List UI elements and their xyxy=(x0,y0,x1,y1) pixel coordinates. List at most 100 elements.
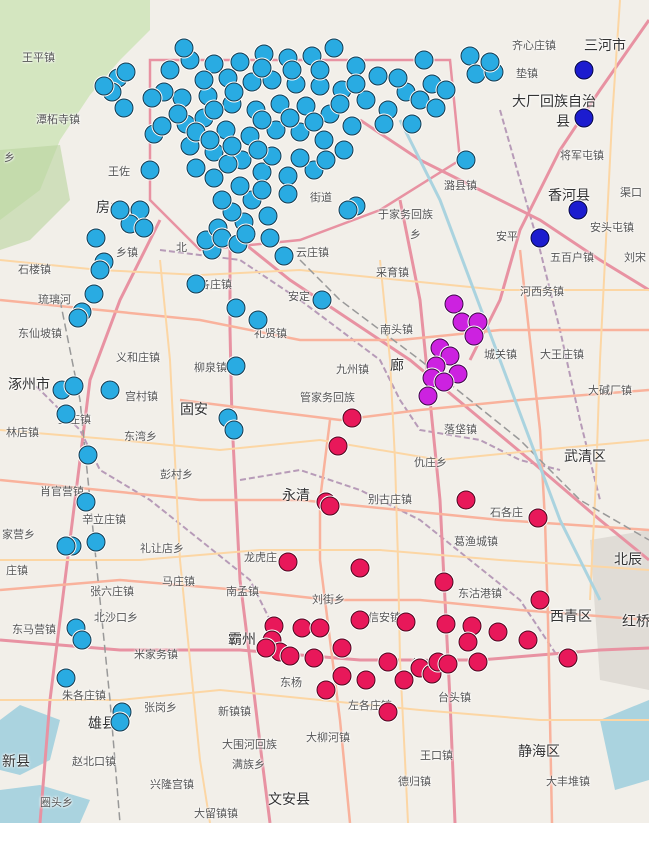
south-group-marker[interactable] xyxy=(350,610,370,630)
south-group-marker[interactable] xyxy=(530,590,550,610)
beijing-cluster-marker[interactable] xyxy=(200,130,220,150)
south-group-marker[interactable] xyxy=(528,508,548,528)
beijing-cluster-marker[interactable] xyxy=(110,712,130,732)
south-group-marker[interactable] xyxy=(438,654,458,674)
beijing-cluster-marker[interactable] xyxy=(78,445,98,465)
south-group-marker[interactable] xyxy=(458,632,478,652)
langfang-group-marker[interactable] xyxy=(440,346,460,366)
beijing-cluster-marker[interactable] xyxy=(278,184,298,204)
beijing-cluster-marker[interactable] xyxy=(368,66,388,86)
beijing-cluster-marker[interactable] xyxy=(224,82,244,102)
langfang-group-marker[interactable] xyxy=(418,386,438,406)
beijing-cluster-marker[interactable] xyxy=(410,90,430,110)
beijing-cluster-marker[interactable] xyxy=(174,38,194,58)
beijing-cluster-marker[interactable] xyxy=(346,56,366,76)
beijing-cluster-marker[interactable] xyxy=(290,148,310,168)
beijing-cluster-marker[interactable] xyxy=(334,140,354,160)
beijing-cluster-marker[interactable] xyxy=(242,72,262,92)
beijing-cluster-marker[interactable] xyxy=(86,228,106,248)
beijing-cluster-marker[interactable] xyxy=(280,108,300,128)
south-group-marker[interactable] xyxy=(278,552,298,572)
beijing-cluster-marker[interactable] xyxy=(56,668,76,688)
beijing-cluster-marker[interactable] xyxy=(414,50,434,70)
south-group-marker[interactable] xyxy=(558,648,578,668)
beijing-cluster-marker[interactable] xyxy=(266,120,286,140)
south-group-marker[interactable] xyxy=(320,496,340,516)
beijing-cluster-marker[interactable] xyxy=(258,206,278,226)
south-group-marker[interactable] xyxy=(436,614,456,634)
south-group-marker[interactable] xyxy=(316,680,336,700)
south-group-marker[interactable] xyxy=(488,622,508,642)
beijing-cluster-marker[interactable] xyxy=(230,176,250,196)
beijing-cluster-marker[interactable] xyxy=(248,140,268,160)
beijing-cluster-marker[interactable] xyxy=(270,94,290,114)
beijing-cluster-marker[interactable] xyxy=(56,404,76,424)
beijing-cluster-marker[interactable] xyxy=(252,58,272,78)
beijing-cluster-marker[interactable] xyxy=(260,228,280,248)
beijing-cluster-marker[interactable] xyxy=(90,260,110,280)
beijing-cluster-marker[interactable] xyxy=(56,536,76,556)
beijing-cluster-marker[interactable] xyxy=(296,96,316,116)
beijing-cluster-marker[interactable] xyxy=(226,356,246,376)
beijing-cluster-marker[interactable] xyxy=(356,90,376,110)
beijing-cluster-marker[interactable] xyxy=(114,98,134,118)
beijing-cluster-marker[interactable] xyxy=(64,376,84,396)
beijing-cluster-marker[interactable] xyxy=(160,60,180,80)
beijing-cluster-marker[interactable] xyxy=(304,112,324,132)
south-group-marker[interactable] xyxy=(396,612,416,632)
beijing-cluster-marker[interactable] xyxy=(338,200,358,220)
beijing-cluster-marker[interactable] xyxy=(342,116,362,136)
beijing-cluster-marker[interactable] xyxy=(116,62,136,82)
beijing-cluster-marker[interactable] xyxy=(204,168,224,188)
south-group-marker[interactable] xyxy=(328,436,348,456)
south-group-marker[interactable] xyxy=(378,702,398,722)
beijing-cluster-marker[interactable] xyxy=(436,80,456,100)
south-group-marker[interactable] xyxy=(518,630,538,650)
beijing-cluster-marker[interactable] xyxy=(460,46,480,66)
beijing-cluster-marker[interactable] xyxy=(110,200,130,220)
beijing-cluster-marker[interactable] xyxy=(72,630,92,650)
beijing-cluster-marker[interactable] xyxy=(274,246,294,266)
sanhe-group-marker[interactable] xyxy=(530,228,550,248)
beijing-cluster-marker[interactable] xyxy=(456,150,476,170)
beijing-cluster-marker[interactable] xyxy=(194,70,214,90)
sanhe-group-marker[interactable] xyxy=(574,60,594,80)
beijing-cluster-marker[interactable] xyxy=(330,94,350,114)
beijing-cluster-marker[interactable] xyxy=(388,68,408,88)
beijing-cluster-marker[interactable] xyxy=(230,52,250,72)
beijing-cluster-marker[interactable] xyxy=(204,54,224,74)
south-group-marker[interactable] xyxy=(378,652,398,672)
beijing-cluster-marker[interactable] xyxy=(226,298,246,318)
beijing-cluster-marker[interactable] xyxy=(100,380,120,400)
beijing-cluster-marker[interactable] xyxy=(314,130,334,150)
south-group-marker[interactable] xyxy=(310,618,330,638)
south-group-marker[interactable] xyxy=(394,670,414,690)
beijing-cluster-marker[interactable] xyxy=(152,116,172,136)
beijing-cluster-marker[interactable] xyxy=(142,88,162,108)
south-group-marker[interactable] xyxy=(434,572,454,592)
map-canvas[interactable]: 王平镇潭柘寺镇王佐房山乡镇石楼镇琉璃河东仙坡镇义和庄镇涿州市宫村镇豆庄镇东湾乡林… xyxy=(0,0,649,823)
beijing-cluster-marker[interactable] xyxy=(282,60,302,80)
beijing-cluster-marker[interactable] xyxy=(168,104,188,124)
beijing-cluster-marker[interactable] xyxy=(134,218,154,238)
south-group-marker[interactable] xyxy=(304,648,324,668)
sanhe-group-marker[interactable] xyxy=(574,108,594,128)
beijing-cluster-marker[interactable] xyxy=(236,224,256,244)
beijing-cluster-marker[interactable] xyxy=(248,310,268,330)
beijing-cluster-marker[interactable] xyxy=(252,110,272,130)
beijing-cluster-marker[interactable] xyxy=(426,98,446,118)
south-group-marker[interactable] xyxy=(356,670,376,690)
beijing-cluster-marker[interactable] xyxy=(84,284,104,304)
sanhe-group-marker[interactable] xyxy=(568,200,588,220)
beijing-cluster-marker[interactable] xyxy=(224,420,244,440)
south-group-marker[interactable] xyxy=(350,558,370,578)
south-group-marker[interactable] xyxy=(342,408,362,428)
south-group-marker[interactable] xyxy=(292,618,312,638)
south-group-marker[interactable] xyxy=(456,490,476,510)
beijing-cluster-marker[interactable] xyxy=(186,158,206,178)
beijing-cluster-marker[interactable] xyxy=(94,76,114,96)
beijing-cluster-marker[interactable] xyxy=(278,166,298,186)
beijing-cluster-marker[interactable] xyxy=(310,60,330,80)
beijing-cluster-marker[interactable] xyxy=(374,114,394,134)
south-group-marker[interactable] xyxy=(280,646,300,666)
